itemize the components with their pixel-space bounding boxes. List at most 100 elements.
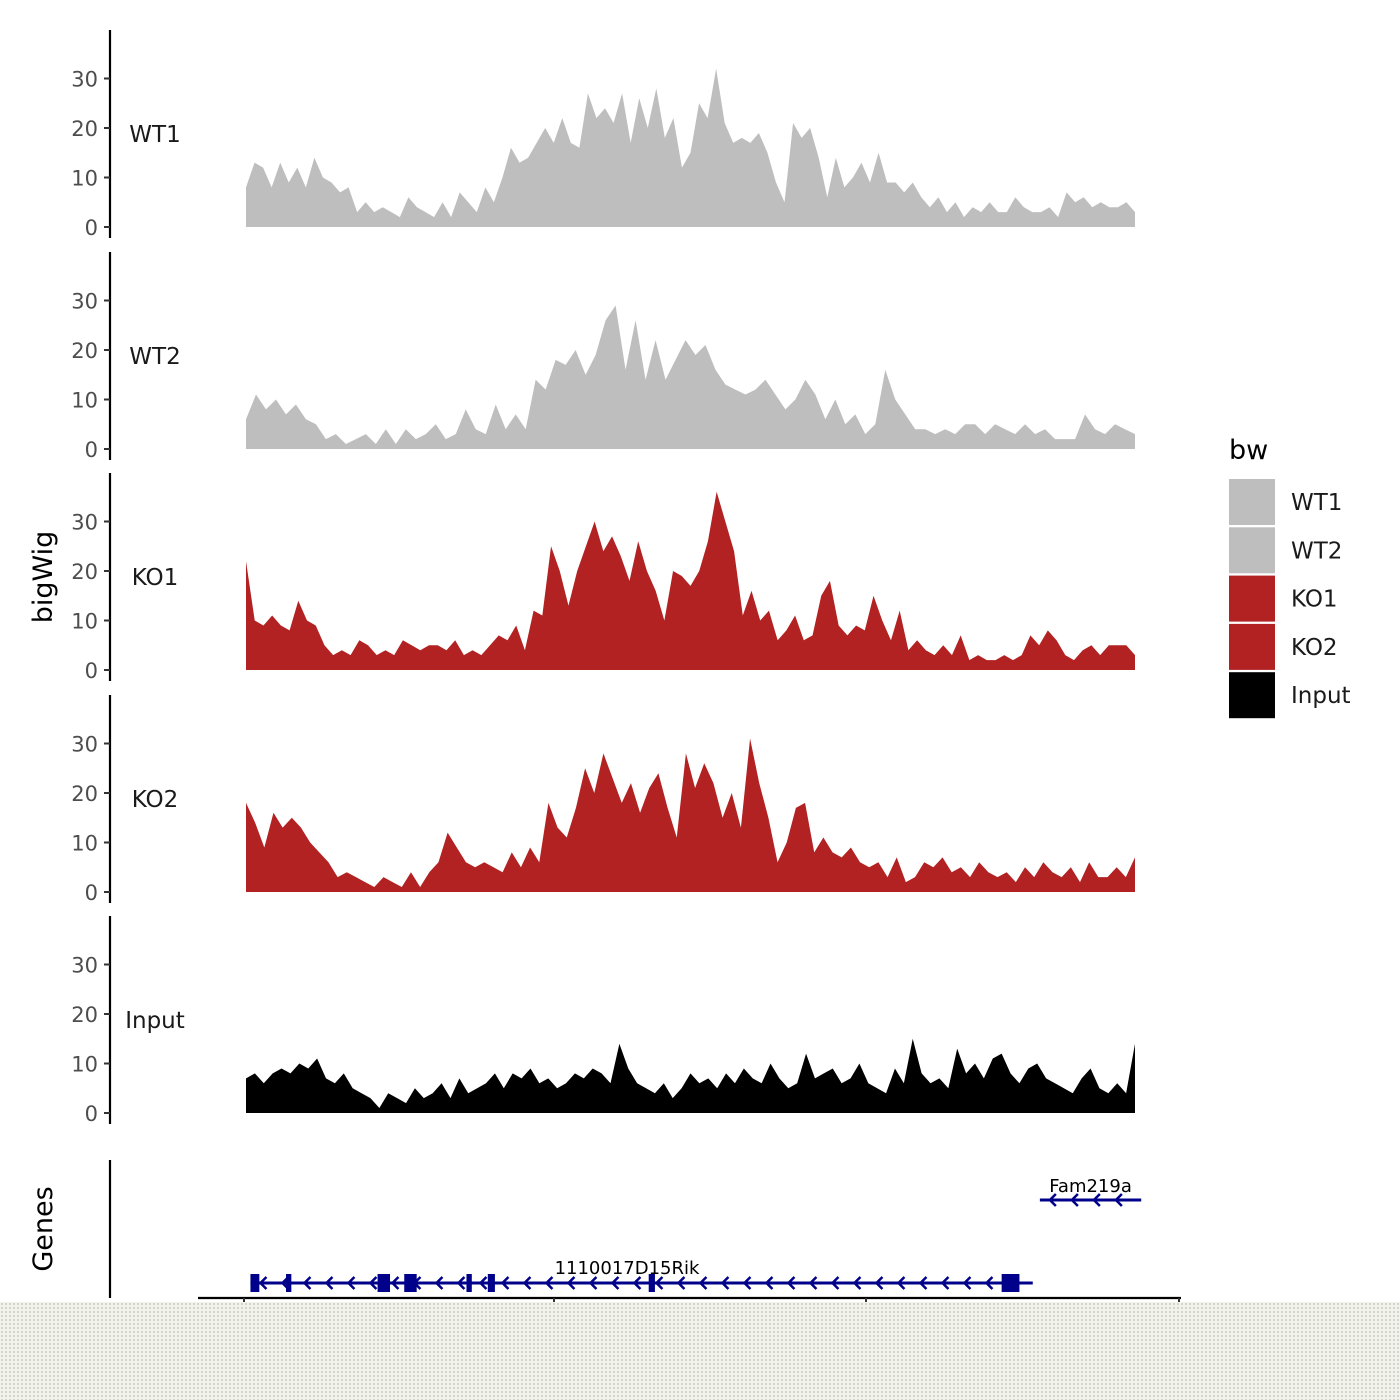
strand-arrow bbox=[742, 1276, 752, 1290]
track-wt2: 0 10 20 30 WT2 bbox=[71, 252, 1135, 462]
y-tick-label: 30 bbox=[71, 954, 98, 978]
y-tick-label: 30 bbox=[71, 733, 98, 757]
legend-entry-wt2: WT2 bbox=[1229, 527, 1342, 574]
strand-arrow bbox=[544, 1276, 554, 1290]
legend-label: KO1 bbox=[1291, 587, 1338, 613]
gene-fam219a: Fam219a bbox=[1039, 1176, 1142, 1207]
strand-arrow bbox=[874, 1276, 884, 1290]
y-tick-label: 10 bbox=[71, 832, 98, 856]
strand-arrow bbox=[676, 1276, 686, 1290]
strand-arrow bbox=[302, 1276, 312, 1290]
gene-label: 1110017D15Rik bbox=[555, 1258, 700, 1279]
legend-label: KO2 bbox=[1291, 635, 1338, 661]
exon bbox=[487, 1274, 495, 1292]
area-wt2 bbox=[246, 305, 1135, 449]
strand-arrow bbox=[962, 1276, 972, 1290]
genes-panel: 1110017D15Rik Fam219a bbox=[108, 1160, 1181, 1306]
y-tick-label: 0 bbox=[85, 438, 98, 462]
y-tick-label: 10 bbox=[71, 389, 98, 413]
strand-arrow bbox=[720, 1276, 730, 1290]
y-tick-label: 20 bbox=[71, 782, 98, 806]
area-ko2 bbox=[246, 738, 1135, 892]
strand-arrow bbox=[588, 1276, 598, 1290]
strand-arrow bbox=[478, 1276, 488, 1290]
strand-arrow bbox=[808, 1276, 818, 1290]
y-tick-label: 30 bbox=[71, 290, 98, 314]
strand-arrow bbox=[896, 1276, 906, 1290]
area-wt1 bbox=[246, 68, 1135, 227]
legend-swatch bbox=[1229, 575, 1275, 622]
legend-label: WT1 bbox=[1291, 490, 1342, 516]
exon bbox=[404, 1274, 417, 1292]
strand-arrow bbox=[654, 1276, 664, 1290]
y-tick-label: 0 bbox=[85, 659, 98, 683]
y-tick-label: 0 bbox=[85, 1102, 98, 1126]
strand-arrow bbox=[522, 1276, 532, 1290]
y-tick-label: 30 bbox=[71, 511, 98, 535]
y-tick-label: 20 bbox=[71, 339, 98, 363]
y-tick-label: 20 bbox=[71, 1003, 98, 1027]
strand-arrow bbox=[1048, 1193, 1057, 1207]
strand-arrow bbox=[1092, 1193, 1101, 1207]
legend-label: Input bbox=[1291, 683, 1351, 709]
legend-title: bw bbox=[1229, 435, 1268, 466]
exon bbox=[1001, 1274, 1020, 1292]
track-label: KO1 bbox=[132, 565, 179, 591]
track-wt1: 0 10 20 30 WT1 bbox=[71, 30, 1135, 240]
exon bbox=[648, 1274, 655, 1292]
legend-swatch bbox=[1229, 623, 1275, 670]
track-label: KO2 bbox=[132, 787, 179, 813]
legend: bw WT1 WT2 KO1 KO2 Input bbox=[1229, 435, 1351, 719]
strand-arrow bbox=[346, 1276, 356, 1290]
strand-arrow bbox=[258, 1276, 268, 1290]
exon bbox=[466, 1274, 472, 1292]
strand-arrow bbox=[786, 1276, 796, 1290]
tracks: 0 10 20 30 WT1 0 10 20 30 WT2 0 10 20 30 KO1 0 10 20 30 KO2… bbox=[71, 30, 1135, 1126]
strand-arrow bbox=[632, 1276, 642, 1290]
y-tick-label: 30 bbox=[71, 68, 98, 92]
strand-arrow bbox=[918, 1276, 928, 1290]
gene-label: Fam219a bbox=[1049, 1176, 1132, 1197]
gene-1110017d15rik: 1110017D15Rik bbox=[250, 1258, 1033, 1292]
exon bbox=[250, 1274, 260, 1292]
strand-arrow bbox=[566, 1276, 576, 1290]
area-input bbox=[246, 1038, 1135, 1113]
y-axis-label: bigWig bbox=[28, 531, 59, 624]
strand-arrow bbox=[1114, 1193, 1123, 1207]
y-tick-label: 10 bbox=[71, 167, 98, 191]
strand-arrow bbox=[456, 1276, 466, 1290]
legend-entry-ko1: KO1 bbox=[1229, 575, 1338, 622]
y-tick-label: 20 bbox=[71, 117, 98, 141]
y-tick-label: 10 bbox=[71, 610, 98, 634]
legend-entry-input: Input bbox=[1229, 672, 1351, 719]
strand-arrow bbox=[830, 1276, 840, 1290]
legend-entry-wt1: WT1 bbox=[1229, 479, 1342, 525]
strand-arrow bbox=[390, 1276, 400, 1290]
legend-entry-ko2: KO2 bbox=[1229, 623, 1338, 670]
track-label: Input bbox=[125, 1008, 185, 1034]
area-ko1 bbox=[246, 491, 1135, 670]
track-label: WT2 bbox=[129, 344, 180, 370]
genes-axis-label: Genes bbox=[28, 1186, 59, 1271]
strand-arrow bbox=[764, 1276, 774, 1290]
strand-arrow bbox=[698, 1276, 708, 1290]
strand-arrow bbox=[984, 1276, 994, 1290]
legend-swatch bbox=[1229, 479, 1275, 525]
strand-arrow bbox=[324, 1276, 334, 1290]
strand-arrow bbox=[500, 1276, 510, 1290]
strand-arrow bbox=[434, 1276, 444, 1290]
y-tick-label: 20 bbox=[71, 560, 98, 584]
strand-arrow bbox=[610, 1276, 620, 1290]
y-tick-label: 0 bbox=[85, 881, 98, 905]
track-label: WT1 bbox=[129, 122, 180, 148]
legend-label: WT2 bbox=[1291, 538, 1342, 564]
legend-swatch bbox=[1229, 527, 1275, 574]
y-tick-label: 0 bbox=[85, 216, 98, 240]
track-ko2: 0 10 20 30 KO2 bbox=[71, 695, 1135, 905]
y-tick-label: 10 bbox=[71, 1053, 98, 1077]
strand-arrow bbox=[852, 1276, 862, 1290]
strand-arrow bbox=[940, 1276, 950, 1290]
strand-arrow bbox=[1070, 1193, 1079, 1207]
legend-swatch bbox=[1229, 672, 1275, 719]
